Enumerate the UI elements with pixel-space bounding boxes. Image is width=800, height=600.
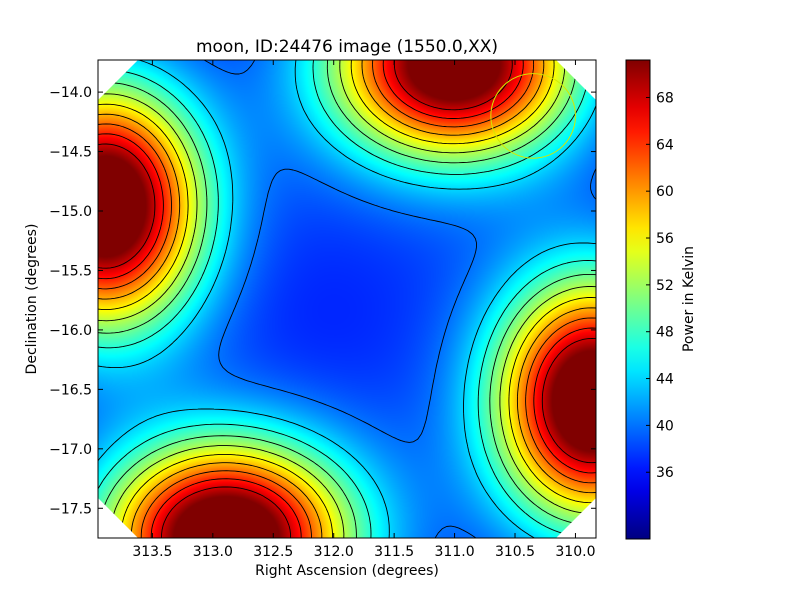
chart-title: moon, ID:24476 image (1550.0,XX): [196, 37, 498, 57]
colorbar: 36 40 44 48 52 56 60 64 68 Power in Kelvin: [625, 59, 697, 540]
contour-line: [98, 60, 596, 538]
colorbar-label: Power in Kelvin: [681, 246, 697, 352]
colorbar-tick-label: 68: [656, 90, 674, 106]
colorbar-ticks: 36 40 44 48 52 56 60 64 68: [646, 90, 674, 481]
colorbar-tick-label: 40: [656, 418, 674, 434]
contour-line: [98, 60, 596, 538]
x-tick-label: 311.0: [435, 544, 475, 560]
plot-area: [98, 60, 596, 538]
contour-lines: [98, 60, 596, 538]
masked-corner: [98, 60, 138, 100]
colorbar-tick-label: 36: [656, 465, 674, 481]
x-tick-label: 310.5: [495, 544, 535, 560]
contour-line: [98, 60, 596, 538]
x-tick-label: 313.5: [132, 544, 172, 560]
colorbar-tick-label: 64: [656, 137, 674, 153]
x-axis-label: Right Ascension (degrees): [255, 563, 439, 579]
masked-corner: [556, 60, 596, 100]
y-tick-label: −14.5: [49, 145, 92, 161]
y-tick-label: −17.5: [49, 501, 92, 517]
x-tick-label: 313.0: [193, 544, 233, 560]
y-tick-label: −14.0: [49, 85, 92, 101]
plot-frame: [97, 59, 597, 539]
colorbar-tick-label: 52: [656, 278, 674, 294]
y-axis: −14.0 −14.5 −15.0 −15.5 −16.0 −16.5 −17.0 −17.5: [49, 85, 596, 517]
heatmap-image: [98, 60, 596, 538]
y-tick-label: −17.0: [49, 442, 92, 458]
contour-line: [98, 60, 596, 538]
masked-corner: [556, 498, 596, 538]
colorbar-fill: [625, 59, 651, 540]
colorbar-tick-label: 56: [656, 231, 674, 247]
y-tick-label: −16.0: [49, 323, 92, 339]
y-tick-label: −15.5: [49, 263, 92, 279]
contour-line: [98, 60, 596, 538]
contour-line: [98, 60, 596, 538]
y-axis-label: Declination (degrees): [24, 224, 40, 375]
source-marker-circle: [490, 73, 576, 159]
x-tick-label: 312.5: [253, 544, 293, 560]
x-tick-label: 312.0: [314, 544, 354, 560]
contour-line: [98, 60, 596, 538]
colorbar-tick-label: 60: [656, 184, 674, 200]
masked-corner: [98, 498, 138, 538]
colorbar-tick-label: 44: [656, 372, 674, 388]
masked-corners: [98, 60, 596, 538]
y-tick-label: −15.0: [49, 204, 92, 220]
colorbar-tick-label: 48: [656, 325, 674, 341]
x-axis: 313.5 313.0 312.5 312.0 311.5 311.0 310.5 310.0: [132, 60, 595, 560]
y-tick-label: −16.5: [49, 382, 92, 398]
x-tick-label: 310.0: [555, 544, 595, 560]
x-tick-label: 311.5: [374, 544, 414, 560]
